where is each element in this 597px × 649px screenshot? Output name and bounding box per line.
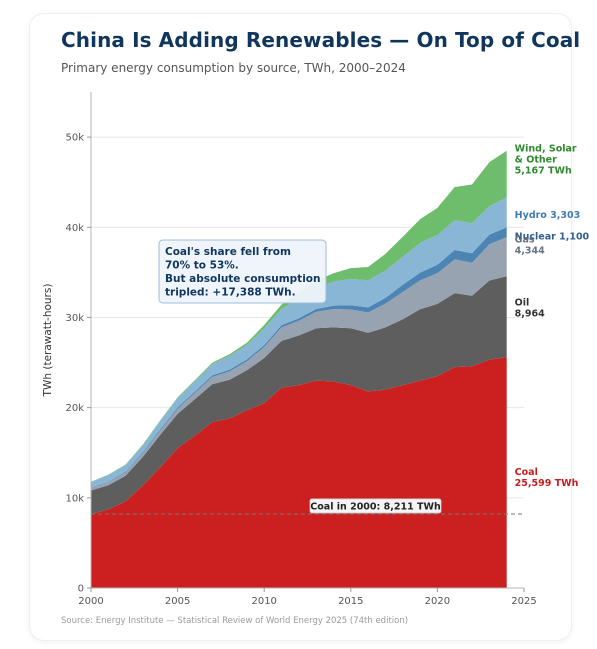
area-hydro bbox=[91, 197, 507, 488]
annotation-box bbox=[158, 239, 327, 304]
x-tick-label: 2025 bbox=[511, 596, 536, 607]
chart-title: China Is Adding Renewables — On Top of C… bbox=[61, 28, 581, 52]
area-nuclear bbox=[91, 227, 507, 488]
x-tick-label: 2010 bbox=[251, 596, 276, 607]
source-note: Source: Energy Institute — Statistical R… bbox=[61, 616, 409, 626]
x-tick-label: 2015 bbox=[338, 596, 363, 607]
end-label-coal: Coal 25,599 TWh bbox=[515, 467, 579, 489]
area-oil bbox=[91, 276, 507, 514]
reference-label: Coal in 2000: 8,211 TWh bbox=[310, 501, 441, 512]
area-gas bbox=[91, 237, 507, 491]
reference-label-box bbox=[309, 498, 442, 514]
y-tick-label: 50k bbox=[65, 133, 84, 144]
y-tick-label: 40k bbox=[65, 223, 84, 234]
series-end-labels: Wind, Solar & Other 5,167 TWh Hydro 3,303 Nu… bbox=[515, 144, 590, 489]
y-tick-label: 0 bbox=[78, 584, 84, 595]
y-tick-label: 30k bbox=[65, 313, 84, 324]
end-label-gas: Gas 4,344 bbox=[515, 235, 545, 257]
end-label-wind-solar-other: Wind, Solar & Other 5,167 TWh bbox=[515, 144, 577, 177]
annotation-text: Coal's share fell from 70% to 53%. But abs… bbox=[165, 246, 321, 299]
x-tick-label: 2020 bbox=[425, 596, 450, 607]
end-label-hydro: Hydro 3,303 bbox=[515, 210, 581, 221]
end-label-nuclear: Nuclear 1,100 bbox=[515, 232, 590, 243]
chart-subtitle: Primary energy consumption by source, TW… bbox=[61, 61, 406, 75]
x-tick-label: 2000 bbox=[78, 596, 103, 607]
end-label-oil: Oil 8,964 bbox=[515, 298, 545, 320]
annotation-group: Coal's share fell from 70% to 53%. But abs… bbox=[158, 239, 327, 304]
area-coal bbox=[91, 357, 507, 588]
y-tick-label: 20k bbox=[65, 403, 84, 414]
tick-labels: 0 10k 20k 30k 40k 50k 2000 2005 2010 2015 2020 2025… bbox=[42, 133, 537, 607]
area-series bbox=[91, 150, 507, 588]
y-axis-label: TWh (terawatt-hours) bbox=[42, 284, 54, 398]
reference-line-group: Coal in 2000: 8,211 TWh bbox=[91, 498, 524, 515]
axes bbox=[90, 92, 524, 589]
y-tick-label: 10k bbox=[65, 493, 84, 504]
x-tick-label: 2005 bbox=[165, 596, 190, 607]
